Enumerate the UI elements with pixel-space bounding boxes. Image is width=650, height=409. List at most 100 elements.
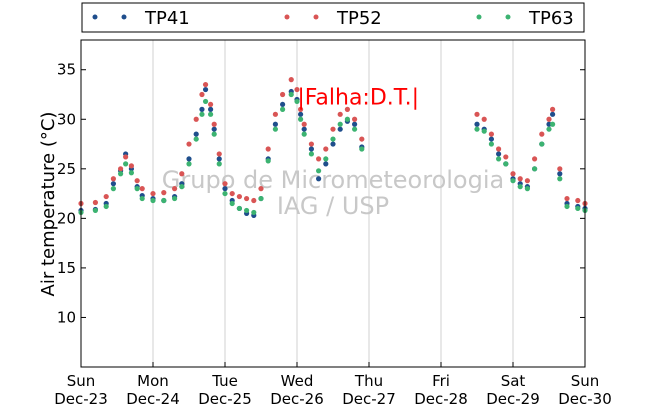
- data-point-tp63: [337, 121, 343, 127]
- data-point-tp41: [272, 121, 278, 127]
- data-point-tp63: [216, 161, 222, 167]
- data-point-tp63: [546, 126, 552, 132]
- data-point-tp52: [186, 141, 192, 147]
- x-tick-day: Sat: [501, 372, 526, 390]
- data-point-tp63: [474, 126, 480, 132]
- data-point-tp52: [481, 116, 487, 122]
- data-point-tp52: [92, 199, 98, 206]
- y-axis: 10 15 20 25 30 35: [57, 61, 585, 326]
- data-point-tp41: [546, 121, 552, 127]
- x-tick-day: Mon: [137, 372, 169, 390]
- data-point-tp52: [539, 131, 545, 137]
- data-point-tp63: [481, 128, 487, 134]
- data-series: [78, 77, 588, 218]
- data-point-tp63: [539, 141, 545, 147]
- data-point-tp63: [330, 136, 336, 142]
- data-point-tp52: [258, 186, 264, 192]
- legend-marker-tp63-b: [505, 14, 511, 20]
- data-point-tp52: [323, 146, 329, 152]
- data-point-tp63: [524, 186, 531, 192]
- data-point-tp63: [301, 131, 307, 137]
- x-tick-day: Thu: [354, 372, 383, 390]
- legend-entry-tp41: TP41: [92, 8, 190, 29]
- data-point-tp63: [503, 161, 509, 167]
- data-point-tp41: [211, 126, 217, 132]
- data-point-tp63: [172, 195, 178, 202]
- data-point-tp52: [352, 116, 358, 122]
- data-point-tp41: [193, 131, 199, 137]
- data-point-tp52: [134, 178, 140, 184]
- data-point-tp52: [161, 190, 167, 196]
- data-point-tp52: [288, 77, 294, 83]
- legend-entry-tp63: TP63: [476, 8, 574, 29]
- data-point-tp63: [272, 126, 278, 132]
- data-point-tp63: [496, 156, 502, 162]
- watermark-line-1: Grupo de Micrometeorologia: [162, 166, 504, 194]
- data-point-tp52: [216, 151, 222, 157]
- data-point-tp63: [229, 200, 235, 207]
- data-point-tp41: [557, 171, 563, 177]
- annotation-text: |Falha:D.T.|: [297, 85, 419, 110]
- legend-marker-tp41: [92, 14, 98, 20]
- data-point-tp63: [128, 170, 134, 176]
- data-point-tp41: [308, 146, 314, 152]
- data-point-tp63: [564, 203, 570, 210]
- data-point-tp63: [280, 106, 286, 112]
- x-tick-date: Dec-26: [270, 390, 324, 408]
- data-point-tp63: [510, 178, 516, 184]
- legend: TP41 TP52 TP63: [81, 2, 585, 33]
- data-point-tp63: [202, 98, 209, 105]
- data-point-tp63: [186, 161, 192, 167]
- data-point-tp63: [123, 161, 129, 167]
- data-point-tp52: [359, 136, 365, 142]
- x-tick-date: Dec-23: [54, 390, 108, 408]
- data-point-tp41: [301, 126, 307, 132]
- data-point-tp63: [103, 203, 109, 210]
- data-point-tp52: [150, 190, 156, 197]
- data-point-tp63: [344, 116, 350, 122]
- data-point-tp52: [488, 131, 494, 137]
- data-point-tp52: [532, 156, 538, 162]
- legend-marker-tp52: [284, 14, 290, 20]
- data-point-tp52: [496, 146, 502, 152]
- data-point-tp52: [118, 166, 124, 172]
- data-point-tp52: [524, 178, 531, 184]
- legend-marker-tp52-b: [313, 14, 319, 20]
- data-point-tp52: [330, 126, 336, 132]
- data-point-tp63: [161, 197, 167, 204]
- series-tp52: [78, 77, 588, 207]
- data-point-tp63: [550, 121, 556, 127]
- data-point-tp63: [244, 207, 250, 214]
- data-point-tp52: [123, 154, 129, 160]
- data-point-tp52: [244, 195, 250, 202]
- data-point-tp41: [474, 121, 480, 127]
- data-point-tp52: [103, 193, 109, 200]
- data-point-tp41: [323, 161, 329, 167]
- data-point-tp63: [258, 195, 264, 202]
- legend-entry-tp52: TP52: [284, 8, 382, 29]
- data-point-tp52: [229, 190, 235, 197]
- plot-frame: [80, 39, 586, 368]
- data-point-tp63: [352, 126, 358, 132]
- plot-area: [81, 40, 585, 367]
- data-point-tp41: [208, 106, 214, 112]
- data-point-tp63: [150, 197, 156, 204]
- data-point-tp63: [110, 186, 116, 192]
- data-point-tp52: [564, 195, 570, 202]
- data-point-tp52: [208, 101, 214, 108]
- data-point-tp41: [110, 181, 116, 187]
- data-point-tp41: [316, 176, 322, 182]
- data-point-tp63: [288, 91, 294, 98]
- data-point-tp63: [222, 190, 228, 197]
- data-point-tp52: [202, 81, 209, 88]
- annotations: |Falha:D.T.|: [297, 85, 419, 110]
- data-point-tp63: [118, 171, 124, 177]
- legend-label-tp63: TP63: [528, 8, 574, 29]
- y-tick-label: 10: [57, 308, 76, 326]
- legend-frame: [81, 2, 585, 33]
- data-point-tp52: [236, 193, 242, 200]
- data-point-tp52: [251, 197, 257, 204]
- legend-label-tp52: TP52: [336, 8, 382, 29]
- data-point-tp52: [179, 171, 185, 177]
- data-point-tp41: [280, 101, 286, 108]
